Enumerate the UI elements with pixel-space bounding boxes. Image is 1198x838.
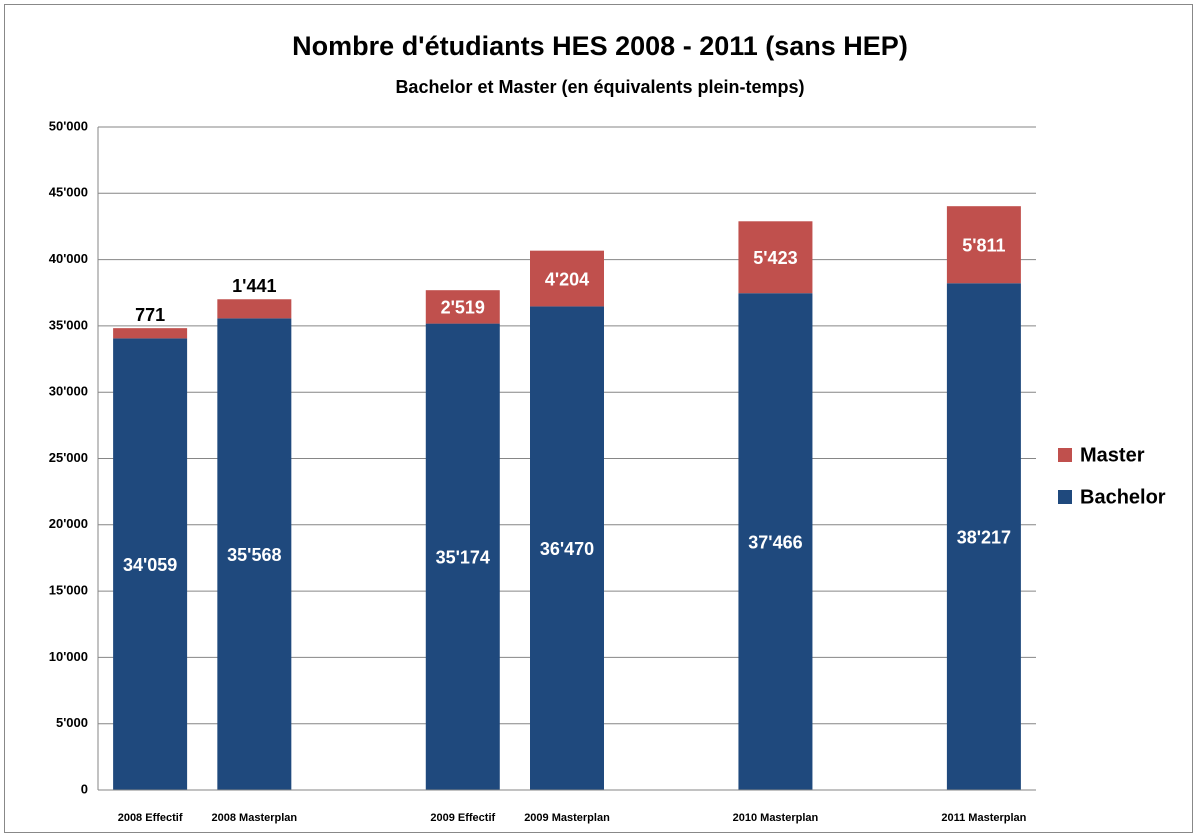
data-label: 2'519: [441, 298, 485, 318]
data-label: 1'441: [232, 276, 276, 296]
bar-segment: [530, 306, 604, 790]
legend-label: Master: [1080, 444, 1145, 466]
y-tick-label: 35'000: [49, 317, 88, 332]
bar-segment: [946, 206, 1021, 284]
bar-segment: [113, 338, 188, 790]
legend-swatch: [1058, 490, 1072, 504]
bar-segment: [530, 250, 604, 307]
data-label: 34'059: [123, 555, 177, 575]
bar-segment: [113, 328, 188, 339]
y-tick-label: 25'000: [49, 450, 88, 465]
bar-segment: [217, 318, 292, 790]
bar-segment: [217, 299, 292, 319]
x-tick-label: 2008 Masterplan: [212, 812, 298, 824]
data-label: 38'217: [957, 527, 1011, 547]
x-tick-label: 2010 Masterplan: [733, 812, 819, 824]
y-tick-label: 15'000: [49, 583, 88, 598]
y-tick-label: 20'000: [49, 516, 88, 531]
data-label: 5'811: [962, 235, 1005, 255]
y-tick-label: 45'000: [49, 185, 88, 200]
data-label: 37'466: [748, 532, 802, 552]
y-tick-label: 5'000: [56, 715, 88, 730]
y-tick-label: 50'000: [49, 118, 88, 133]
bar-segment: [738, 293, 813, 790]
x-tick-label: 2009 Masterplan: [524, 812, 610, 824]
data-label: 35'568: [227, 545, 281, 565]
legend-swatch: [1058, 448, 1072, 462]
data-label: 36'470: [540, 539, 594, 559]
x-tick-label: 2011 Masterplan: [941, 812, 1026, 824]
data-label: 771: [135, 305, 165, 325]
bar-segment: [425, 323, 500, 790]
data-label: 4'204: [545, 269, 589, 289]
y-tick-label: 10'000: [49, 649, 88, 664]
legend-label: Bachelor: [1080, 486, 1166, 508]
data-label: 35'174: [436, 548, 490, 568]
y-tick-label: 30'000: [49, 384, 88, 399]
x-tick-label: 2008 Effectif: [118, 812, 183, 824]
y-tick-label: 40'000: [49, 251, 88, 266]
chart-title: Nombre d'étudiants HES 2008 - 2011 (sans…: [292, 31, 908, 61]
bar-segment: [738, 221, 813, 294]
bar-segment: [946, 283, 1021, 790]
bar-segment: [425, 290, 500, 324]
x-tick-label: 2009 Effectif: [430, 812, 495, 824]
chart-subtitle: Bachelor et Master (en équivalents plein…: [395, 77, 804, 97]
data-label: 5'423: [753, 248, 797, 268]
y-tick-label: 0: [81, 781, 88, 796]
